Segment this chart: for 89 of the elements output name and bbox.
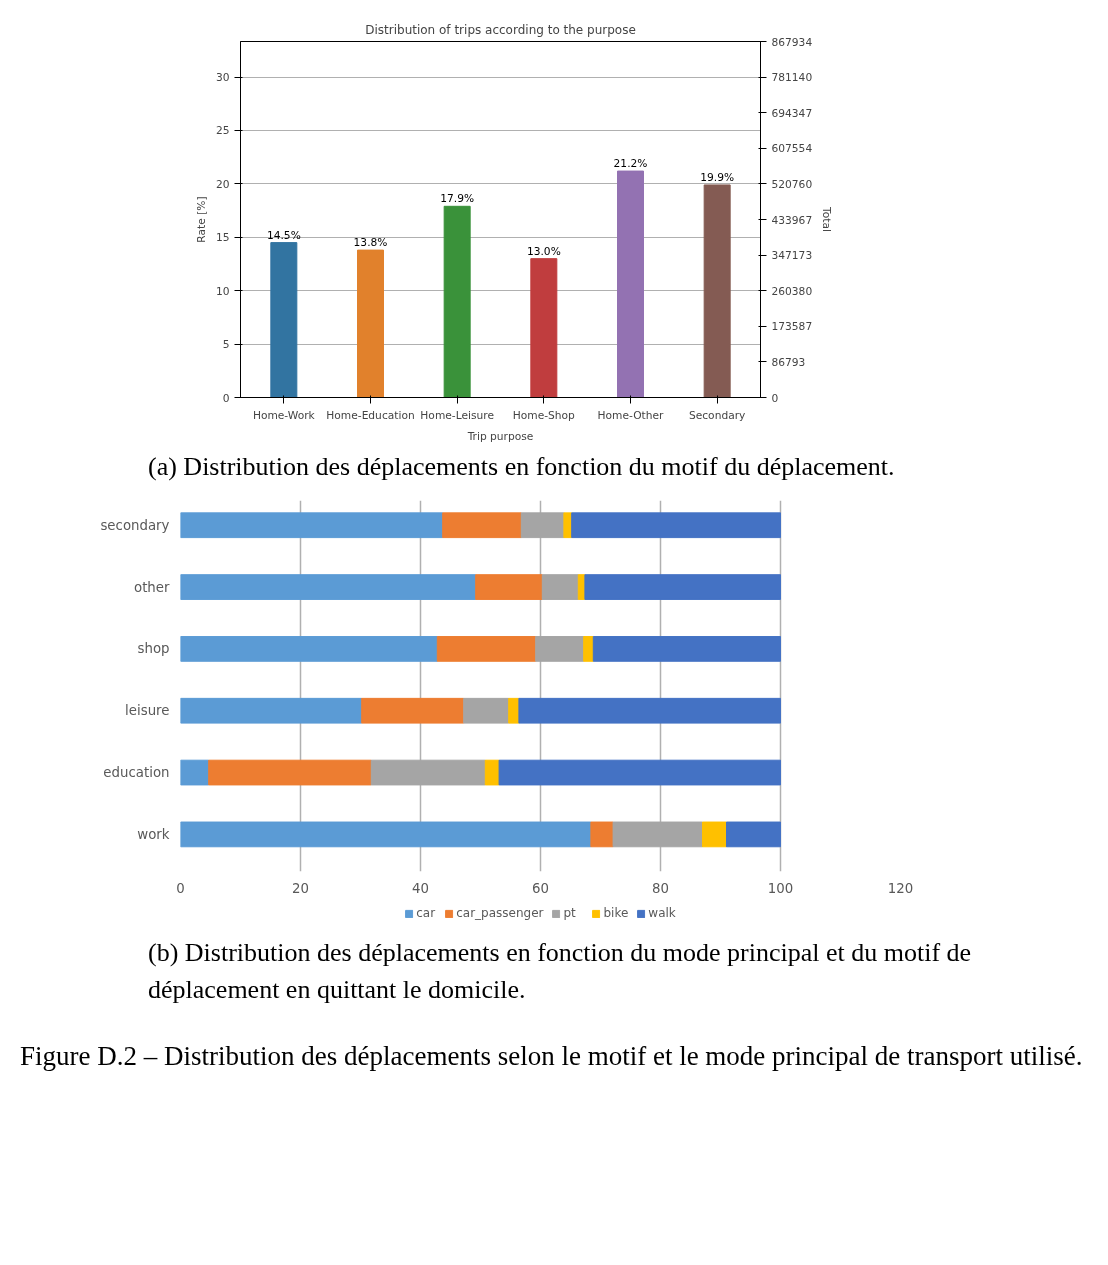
y-tick-label: 30 xyxy=(215,71,230,85)
bar xyxy=(612,821,703,848)
bar xyxy=(180,760,210,786)
data-label: 21.2% xyxy=(613,157,648,171)
bar xyxy=(703,184,731,398)
legend-label: car_passenger xyxy=(456,906,544,921)
y-tick-label: secondary xyxy=(100,518,170,534)
y-tick-label: leisure xyxy=(125,703,170,719)
x-tick-label: 20 xyxy=(292,880,309,896)
bar xyxy=(617,170,644,398)
y-tick-label: shop xyxy=(137,641,170,657)
bar xyxy=(208,760,372,786)
bar xyxy=(498,760,781,786)
bar xyxy=(520,512,565,539)
text: (a) Distribution des déplacements en fonction du motif du déplacement. xyxy=(148,451,895,483)
legend-label: walk xyxy=(648,906,676,921)
x-tick-label: 120 xyxy=(887,880,914,896)
y2-tick-label: 86793 xyxy=(771,355,806,369)
bar xyxy=(180,698,363,724)
data-label: 13.0% xyxy=(526,244,561,258)
y2-tick-label: 260380 xyxy=(771,284,813,298)
bar xyxy=(563,512,573,539)
data-label: 14.5% xyxy=(266,228,301,242)
x-tick-label: 60 xyxy=(532,880,549,896)
bar xyxy=(535,636,585,663)
x-tick-label: Home-Work xyxy=(252,408,316,422)
y2-tick-label: 173587 xyxy=(771,320,813,334)
x-tick-label: Home-Shop xyxy=(512,408,576,422)
bar xyxy=(357,249,384,398)
bar xyxy=(541,574,579,601)
x-tick-label: 80 xyxy=(652,880,669,896)
y2-tick-label: 433967 xyxy=(771,213,813,227)
y2-tick-label: 867934 xyxy=(771,35,813,49)
bar xyxy=(571,512,781,539)
text: Figure D.2 – Distribution des déplacements selon le motif et le mode principal de transport utilisé. xyxy=(20,1040,1083,1074)
chart-title: Distribution of trips according to the purpose xyxy=(365,22,636,37)
y-axis-title: Rate [%] xyxy=(194,196,208,243)
bar xyxy=(180,636,438,663)
legend-label: pt xyxy=(563,906,577,921)
bar xyxy=(361,698,465,724)
y2-tick-label: 694347 xyxy=(771,106,813,120)
data-label: 13.8% xyxy=(353,236,388,250)
y-tick-label: education xyxy=(103,765,170,781)
bar xyxy=(508,698,520,724)
y2-tick-label: 520760 xyxy=(771,177,813,191)
y-tick-label: 25 xyxy=(215,124,230,138)
y-tick-label: 20 xyxy=(215,177,230,191)
y-tick-label: other xyxy=(133,579,171,595)
bar xyxy=(270,242,298,398)
bar xyxy=(583,636,594,663)
y-tick-label: 0 xyxy=(222,391,230,405)
text: (b) Distribution des déplacements en fonction du mode principal et du motif de déplacement en quittant le domicile. xyxy=(148,937,973,1006)
y2-axis-title: Total xyxy=(820,206,834,232)
x-tick-label: Home-Leisure xyxy=(420,408,494,422)
x-axis-title: Trip purpose xyxy=(466,429,534,443)
bar xyxy=(726,821,781,848)
legend-label: bike xyxy=(603,906,629,921)
bar xyxy=(518,698,781,724)
x-tick-label: Home-Education xyxy=(326,408,415,422)
x-tick-label: Secondary xyxy=(688,408,746,422)
bar xyxy=(180,821,592,848)
bar xyxy=(590,821,614,848)
bar xyxy=(592,636,781,663)
y-tick-label: 5 xyxy=(222,338,230,352)
y-tick-label: 10 xyxy=(215,284,230,298)
x-tick-label: 100 xyxy=(767,880,794,896)
y2-tick-label: 0 xyxy=(771,391,779,405)
bar xyxy=(463,698,510,724)
bar xyxy=(180,574,477,601)
y2-tick-label: 781140 xyxy=(771,71,813,85)
bar xyxy=(584,574,781,601)
data-label: 19.9% xyxy=(700,170,735,184)
x-tick-label: Home-Other xyxy=(597,408,665,422)
bar xyxy=(370,760,486,786)
x-tick-label: 40 xyxy=(412,880,429,896)
bar xyxy=(530,258,558,398)
bar xyxy=(702,821,727,848)
bar xyxy=(180,512,444,539)
x-tick-label: 0 xyxy=(176,880,185,896)
bar xyxy=(475,574,543,601)
bar xyxy=(436,636,537,663)
legend-label: car xyxy=(416,906,437,921)
y-tick-label: work xyxy=(137,827,170,843)
bar xyxy=(443,205,471,398)
y2-tick-label: 347173 xyxy=(771,249,813,263)
y2-tick-label: 607554 xyxy=(771,142,813,156)
bar xyxy=(442,512,522,539)
data-label: 17.9% xyxy=(440,192,475,206)
y-tick-label: 15 xyxy=(215,231,230,245)
